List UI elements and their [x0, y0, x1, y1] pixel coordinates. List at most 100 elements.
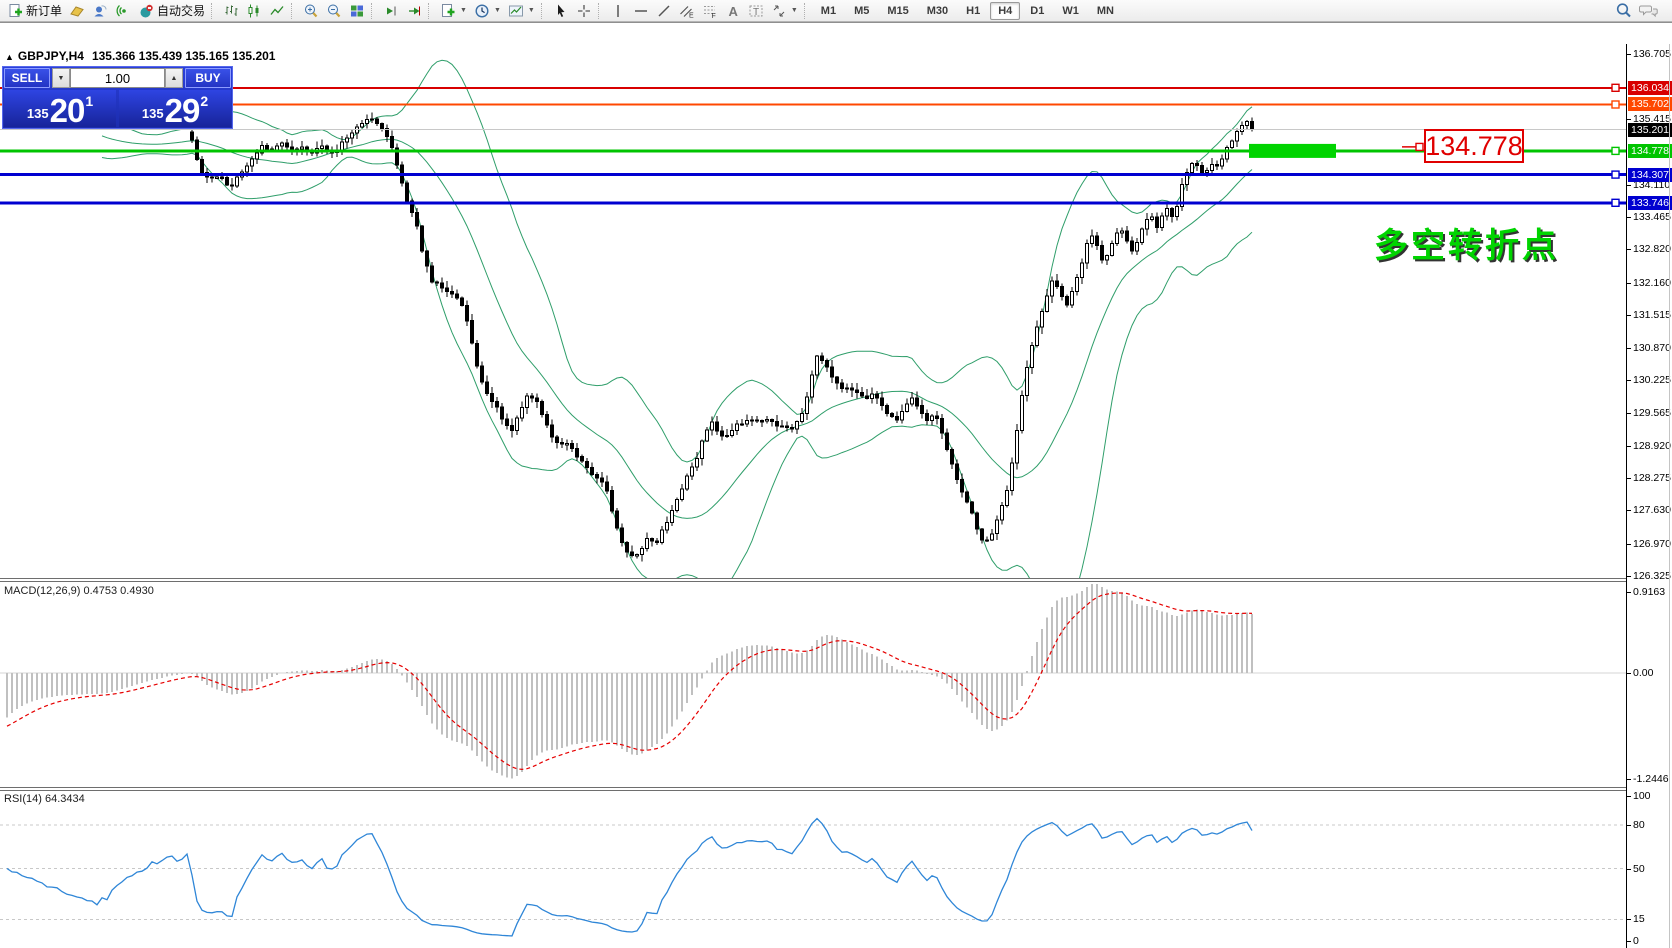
candlestick-chart-button[interactable]: [243, 1, 265, 21]
panel-splitter[interactable]: [0, 578, 1626, 582]
channel-tool-button[interactable]: E: [676, 1, 698, 21]
toolbar-grip: [597, 2, 603, 19]
zoom-in-button[interactable]: [300, 1, 322, 21]
price-badge: 135.201: [1628, 122, 1672, 137]
autotrading-button[interactable]: 自动交易: [135, 1, 208, 21]
rsi-scale-label: 100: [1633, 790, 1651, 802]
volume-increase-button[interactable]: ▲: [165, 68, 183, 88]
rsi-scale-label: 80: [1633, 819, 1645, 831]
vertical-line-icon: [617, 4, 619, 17]
text-label-tool-button[interactable]: T: [745, 1, 767, 21]
timeframe-M15[interactable]: M15: [887, 4, 909, 17]
vertical-line-tool-button[interactable]: [607, 1, 629, 21]
text-tool-button[interactable]: A: [722, 1, 744, 21]
signals-button[interactable]: [112, 1, 134, 21]
buy-price-sup: 2: [200, 93, 209, 109]
scale-tick-mark: [1627, 543, 1631, 545]
toolbar-grip: [540, 2, 546, 19]
timeframe-MN[interactable]: MN: [1096, 4, 1114, 17]
rsi-scale-label: 0: [1633, 935, 1639, 947]
timeframe-H4[interactable]: H4: [990, 1, 1021, 20]
new-order-icon: [9, 3, 22, 17]
zoom-out-button[interactable]: [323, 1, 345, 21]
periods-button[interactable]: ▼: [471, 1, 504, 21]
scale-tick-mark: [1627, 919, 1631, 921]
toolbar-grip: [291, 2, 296, 19]
dropdown-caret-icon: ▼: [527, 7, 535, 14]
timeframe-D1[interactable]: D1: [1030, 4, 1045, 17]
rsi-scale-label: 15: [1633, 913, 1645, 926]
add-indicator-icon: [442, 3, 455, 17]
fibonacci-tool-button[interactable]: F: [699, 1, 721, 21]
main-chart-svg[interactable]: [0, 44, 1626, 578]
price-scale[interactable]: 136.705 135.415 134.110 133.465 132.820 132.1…: [1626, 44, 1672, 948]
price-callout-label[interactable]: 134.778: [1424, 129, 1524, 163]
sell-button[interactable]: SELL: [4, 68, 50, 88]
cursor-icon: [557, 4, 565, 17]
search-icon: [1616, 3, 1631, 18]
sell-price-box[interactable]: 135 20 1: [4, 90, 116, 127]
line-chart-button[interactable]: [266, 1, 288, 21]
text-icon: A: [728, 4, 738, 19]
bar-chart-icon: [225, 5, 238, 16]
chat-icon: [1639, 5, 1658, 17]
chat-button[interactable]: [1636, 1, 1662, 21]
price-badge: 136.034: [1628, 80, 1672, 95]
scale-tick-mark: [1627, 510, 1631, 512]
ohlc-values: 135.366 135.439 135.165 135.201: [91, 49, 276, 63]
buy-price-main: 29: [164, 91, 201, 129]
community-button[interactable]: [89, 1, 111, 21]
rsi-indicator-label: RSI(14) 64.3434: [4, 793, 85, 805]
toolbar-grip: [371, 2, 376, 19]
price-tick-label: 129.565: [1633, 407, 1671, 420]
templates-button[interactable]: ▼: [505, 1, 538, 21]
price-tick-label: 126.325: [1633, 570, 1671, 583]
toolbar-grip: [211, 2, 216, 19]
sell-price-sup: 1: [85, 93, 94, 109]
search-button[interactable]: [1612, 1, 1635, 21]
trendline-tool-button[interactable]: [653, 1, 675, 21]
toolbar: 新订单 自动交易: [0, 0, 1672, 22]
scale-tick-mark: [1627, 576, 1631, 578]
cursor-tool-button[interactable]: [550, 1, 572, 21]
volume-decrease-button[interactable]: ▼: [52, 68, 70, 88]
text-label-icon: T: [749, 5, 763, 18]
new-order-button[interactable]: 新订单: [4, 1, 65, 21]
scale-tick-mark: [1627, 184, 1631, 186]
volume-input[interactable]: 1.00: [70, 68, 165, 88]
fibonacci-icon: F: [703, 5, 716, 19]
scroll-to-end-button[interactable]: [380, 1, 402, 21]
horizontal-line-icon: [634, 9, 647, 12]
scale-tick-mark: [1627, 54, 1631, 55]
market-watch-button[interactable]: [66, 1, 88, 21]
timeframe-W1[interactable]: W1: [1062, 4, 1079, 17]
tile-windows-button[interactable]: [346, 1, 368, 21]
arrows-icon: [773, 5, 785, 16]
dropdown-caret-icon: ▼: [493, 7, 501, 14]
price-tick-label: 131.515: [1633, 309, 1671, 322]
price-tick-label: 135.415: [1633, 112, 1671, 125]
svg-text:T: T: [753, 7, 759, 18]
collapse-icon[interactable]: ▲: [5, 52, 14, 62]
buy-button[interactable]: BUY: [185, 68, 231, 88]
gold-chart-icon: [70, 5, 84, 17]
macd-panel-svg[interactable]: [0, 582, 1626, 787]
buy-price-box[interactable]: 135 29 2: [119, 90, 231, 127]
scale-tick-mark: [1627, 941, 1631, 942]
rsi-panel-svg[interactable]: [0, 791, 1626, 948]
arrows-tool-button[interactable]: ▼: [768, 1, 801, 21]
timeframe-M5[interactable]: M5: [854, 4, 870, 17]
annotation-text[interactable]: 多空转折点: [1374, 227, 1559, 265]
scale-tick-mark: [1627, 118, 1631, 120]
timeframe-M30[interactable]: M30: [926, 4, 949, 17]
panel-splitter[interactable]: [0, 787, 1626, 791]
add-indicator-button[interactable]: ▼: [437, 1, 470, 21]
auto-scroll-button[interactable]: [403, 1, 425, 21]
timeframe-H1[interactable]: H1: [966, 4, 981, 17]
bar-chart-button[interactable]: [220, 1, 242, 21]
timeframe-M1[interactable]: M1: [820, 4, 837, 17]
price-badge: 133.746: [1628, 195, 1672, 210]
price-tick-label: 127.630: [1633, 504, 1671, 517]
crosshair-tool-button[interactable]: [573, 1, 595, 21]
horizontal-line-tool-button[interactable]: [630, 1, 652, 21]
